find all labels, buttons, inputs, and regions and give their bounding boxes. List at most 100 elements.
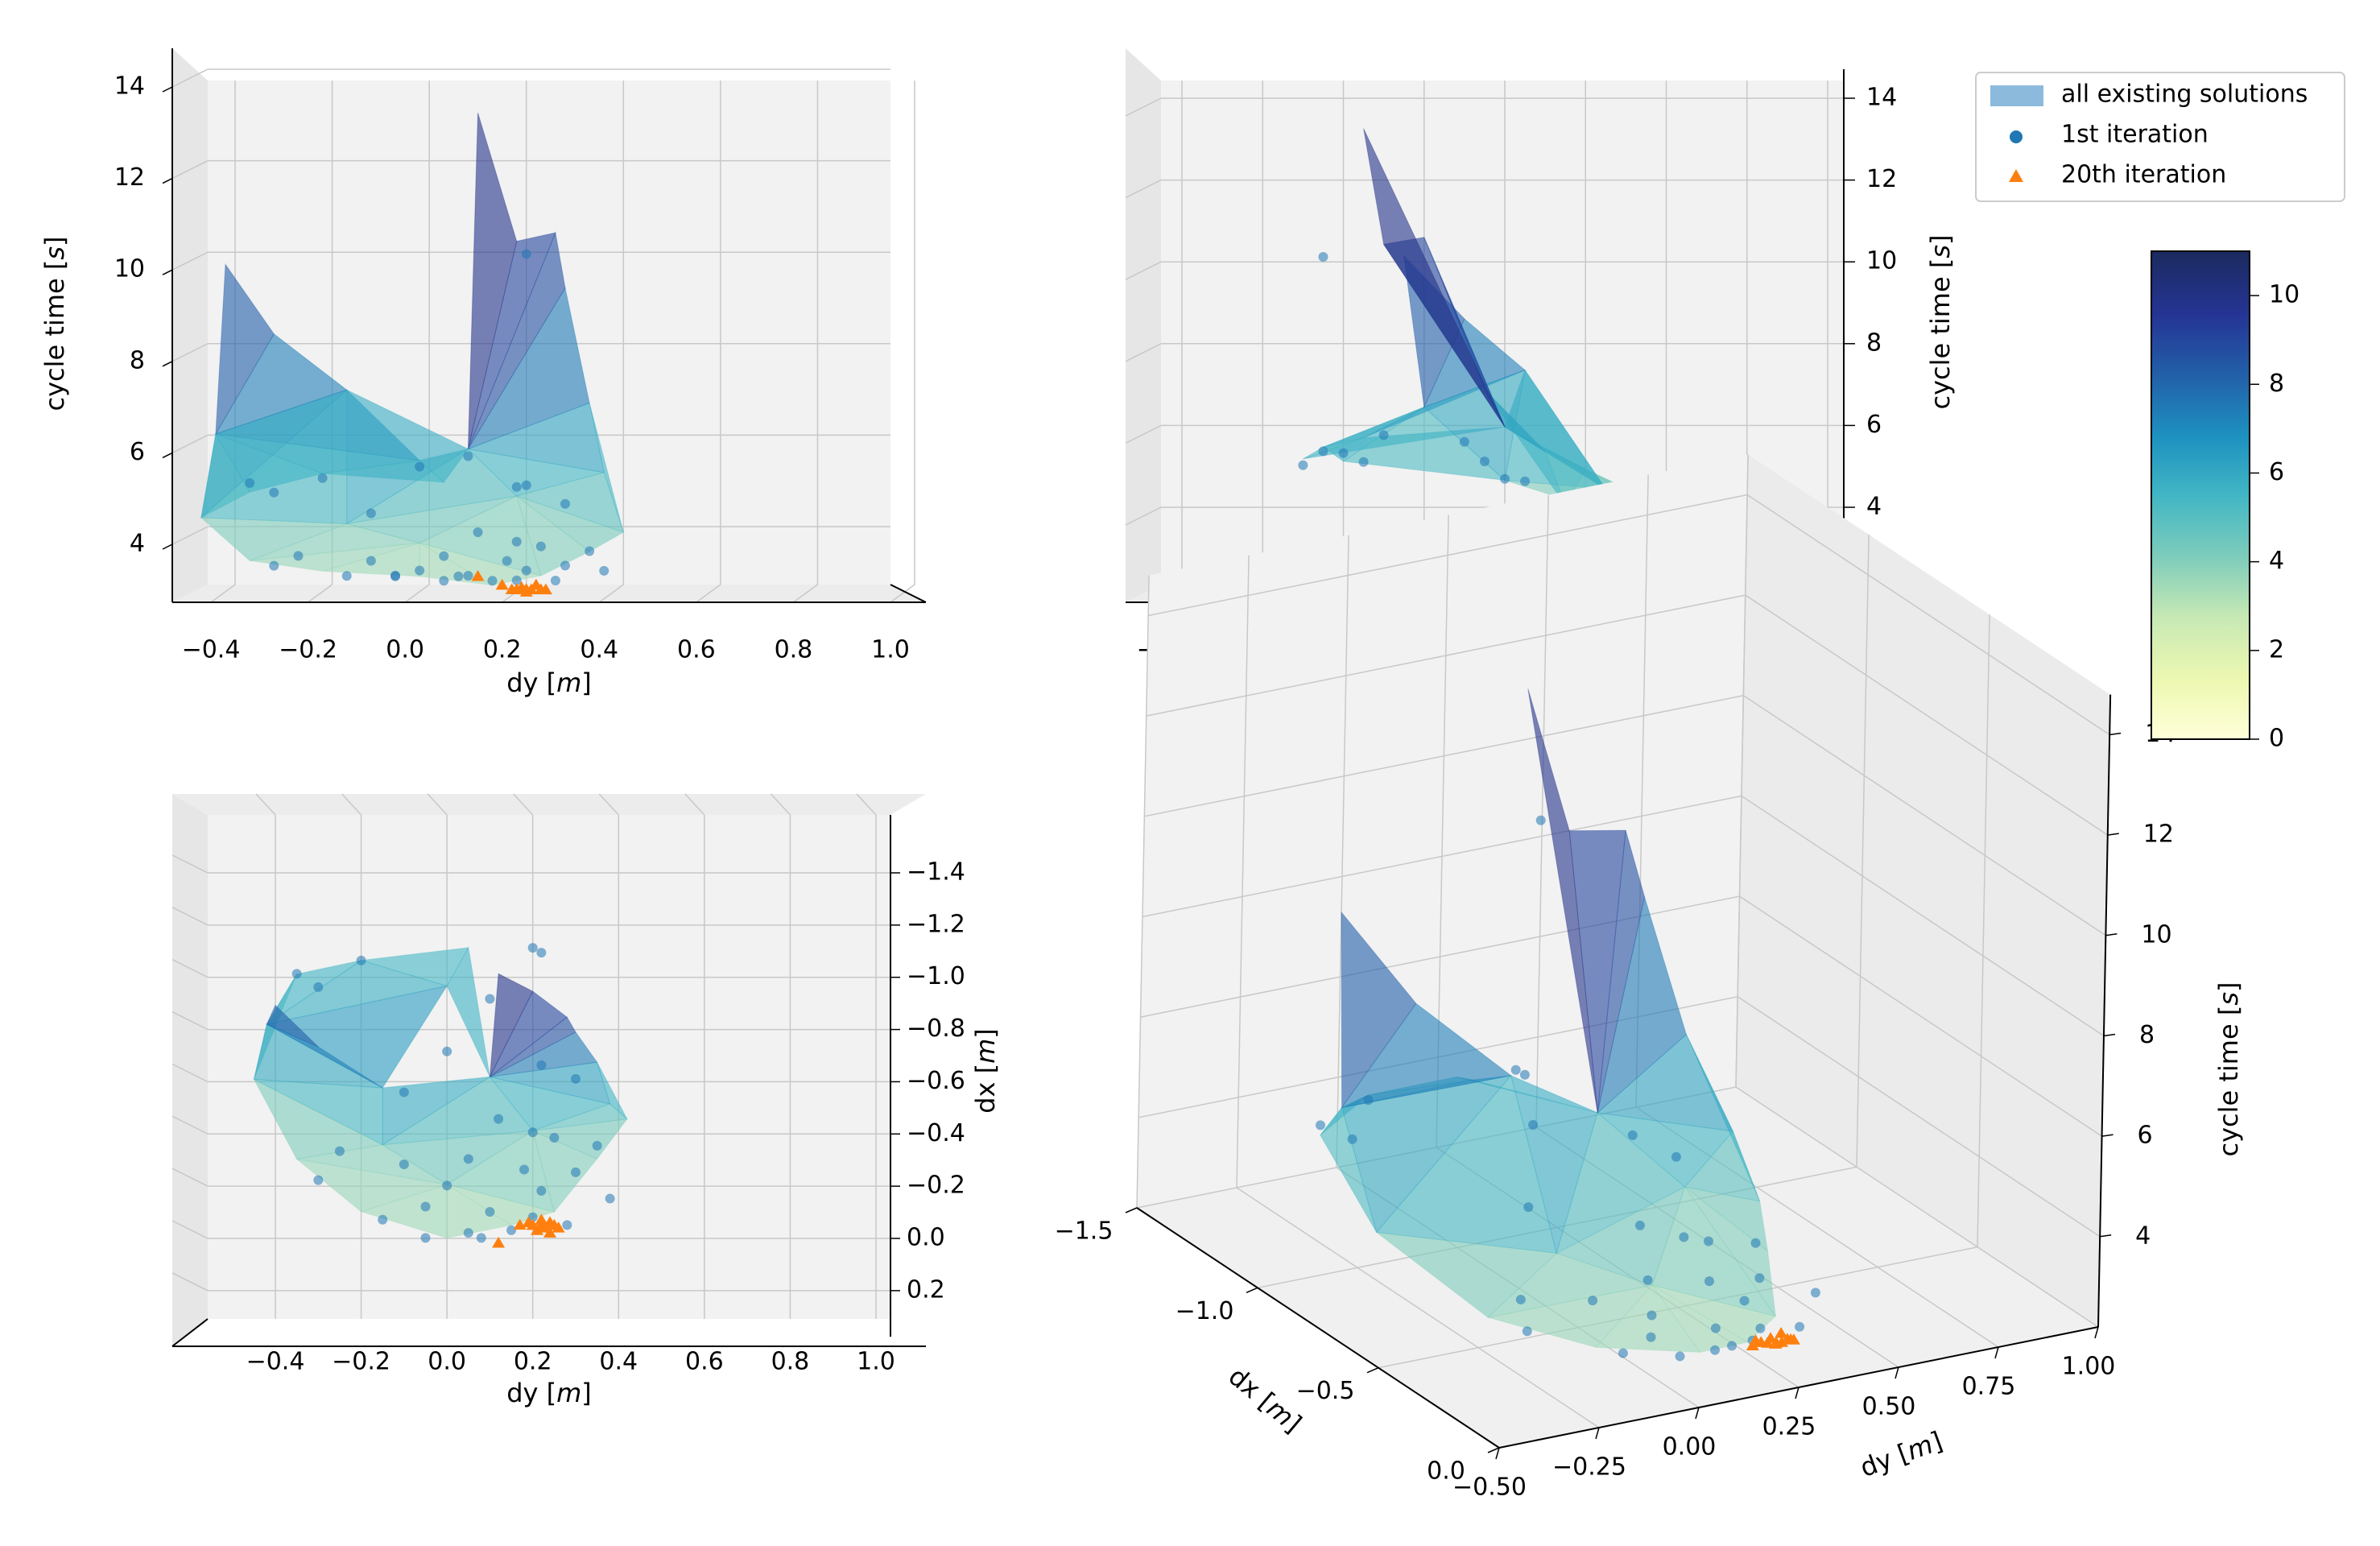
iteration-1-point [245, 477, 255, 488]
side-pane [172, 794, 208, 1346]
x-tick-label: −0.4 [246, 1348, 305, 1376]
iteration-1-point [1634, 1220, 1645, 1230]
surface-patch [514, 472, 625, 533]
iteration-20-point [543, 1226, 557, 1238]
iteration-1-point [366, 508, 376, 519]
z-tick-label: 8 [130, 346, 145, 374]
iteration-1-point [536, 1185, 547, 1196]
iteration-1-point [420, 1233, 431, 1243]
iteration-1-point [334, 1146, 345, 1156]
iteration-1-point [536, 1060, 547, 1070]
z-tick-label: 10 [114, 255, 145, 283]
iteration-1-point [1704, 1236, 1714, 1246]
iteration-1-point [1520, 476, 1531, 486]
iteration-20-point [495, 578, 509, 590]
iteration-20-point [1749, 1333, 1762, 1346]
z-tick-label: 6 [2138, 1122, 2153, 1150]
iteration-1-point [1338, 448, 1349, 458]
iteration-1-point [1727, 1341, 1737, 1351]
x-tick-label: 0.2 [483, 636, 522, 664]
iteration-1-point [1519, 1069, 1530, 1080]
iteration-1-point [415, 565, 425, 576]
iteration-1-point [511, 575, 522, 585]
grid-line [341, 793, 362, 816]
iteration-1-point [356, 955, 366, 965]
z-tick-label: 10 [2141, 920, 2171, 949]
grid-line [171, 1220, 209, 1239]
grid-line [598, 584, 624, 603]
iteration-1-point [1739, 1296, 1750, 1306]
x-tick-label: 0.0 [1427, 1457, 1465, 1486]
z-tick-label: 12 [114, 163, 145, 192]
grid-line [171, 251, 209, 271]
x-tick-label: 1.0 [871, 636, 910, 664]
grid-line [770, 793, 791, 816]
iteration-1-point [1298, 460, 1308, 470]
legend-marker-iteration-1 [2010, 130, 2023, 143]
colorbar-tick-label: 0 [2269, 725, 2284, 753]
iteration-1-point [592, 1140, 602, 1151]
legend-box [1975, 72, 2345, 202]
iteration-1-point [453, 571, 464, 581]
surface-patch [382, 1076, 534, 1146]
x-tick-label: −0.2 [332, 1348, 390, 1376]
iteration-20-point [552, 1222, 565, 1233]
grid-line [856, 793, 877, 816]
iteration-1-point [1646, 1332, 1656, 1342]
grid-line [404, 584, 430, 603]
grid-line [171, 1115, 209, 1135]
grid-line [1125, 343, 1162, 362]
iteration-1-point [521, 249, 531, 259]
z-tick-label: 6 [130, 438, 145, 466]
iteration-1-point [1500, 473, 1510, 484]
grid-line [171, 854, 209, 874]
iteration-1-point [463, 570, 473, 581]
grid-line [171, 959, 209, 978]
x-tick-mark [1125, 1207, 1138, 1213]
iteration-1-point [1810, 1288, 1820, 1298]
iteration-1-point [439, 551, 449, 561]
grid-line [1148, 494, 2110, 736]
iteration-1-point [527, 943, 538, 953]
surface-patch [1341, 911, 1417, 1110]
iteration-1-point [1363, 1095, 1374, 1106]
z-tick-label: 12 [2143, 821, 2174, 849]
y-tick-label: 0.25 [1762, 1413, 1816, 1441]
x-tick-label: 0.0 [386, 636, 424, 664]
grid-line [427, 793, 448, 816]
grid-line [171, 159, 209, 180]
z-tick-mark [2100, 1234, 2112, 1238]
iteration-1-point [1318, 446, 1328, 457]
grid-line [171, 907, 209, 926]
iteration-1-point [605, 1193, 615, 1204]
y-tick-label: −1.2 [907, 910, 965, 938]
iteration-1-point [313, 982, 324, 992]
iteration-1-point [439, 576, 449, 586]
iteration-1-point [560, 560, 570, 571]
iteration-1-point [1710, 1323, 1721, 1333]
surface-patch [446, 946, 490, 1077]
grid-line [1735, 454, 2099, 1328]
y-tick-label: −0.6 [907, 1067, 965, 1095]
iteration-1-point [1528, 1120, 1539, 1130]
colorbar-tick-label: 8 [2269, 370, 2284, 398]
x-axis-line [890, 584, 927, 603]
surface-patch [1303, 426, 1506, 460]
grid-line [171, 434, 209, 454]
iteration-1-point [473, 527, 483, 538]
side-pane [1126, 48, 1161, 602]
iteration-1-point [550, 576, 560, 586]
x-axis-line [1136, 1207, 1500, 1449]
iteration-1-point [1515, 1294, 1526, 1304]
iteration-1-point [549, 1132, 560, 1143]
iteration-1-point [585, 546, 595, 556]
iteration-1-point [313, 1175, 324, 1185]
legend-label: 20th iteration [2061, 161, 2226, 189]
x-axis-line [171, 1318, 209, 1347]
y-tick-mark [1495, 1447, 1500, 1460]
iteration-1-point [560, 498, 570, 509]
iteration-1-point [293, 551, 304, 561]
y-tick-label: 0.50 [1862, 1393, 1916, 1421]
x-tick-label: 0.6 [685, 1348, 724, 1376]
colorbar-tick-label: 6 [2269, 458, 2284, 486]
